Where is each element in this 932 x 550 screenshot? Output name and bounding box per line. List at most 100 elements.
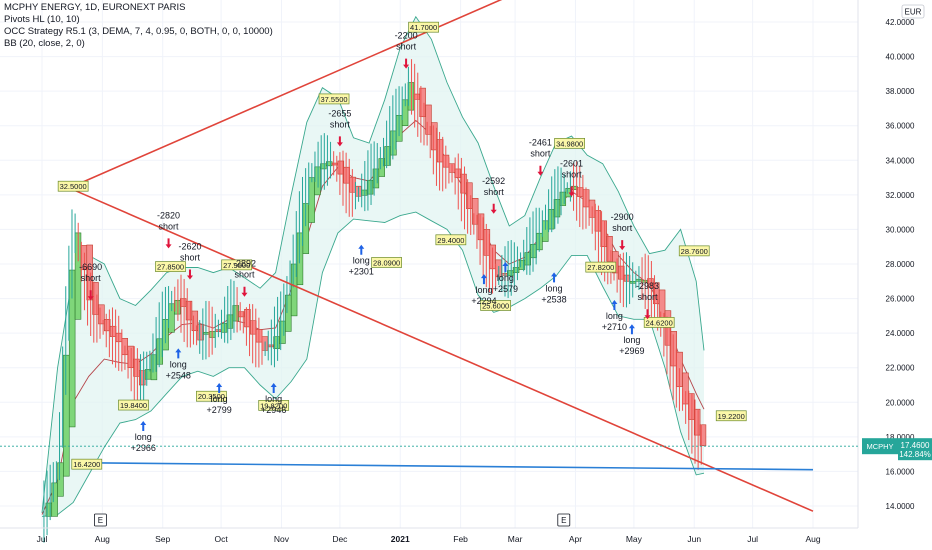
occ-cloud-down — [419, 87, 426, 118]
arrow-down-icon — [644, 309, 651, 320]
signal-pnl: -2461 — [529, 138, 552, 148]
pivot-label: 29.4000 — [435, 234, 467, 246]
occ-cloud-down — [86, 244, 93, 301]
legend-pivots[interactable]: Pivots HL (10, 10) — [4, 14, 80, 25]
pivot-label-box — [57, 180, 89, 192]
arrow-down-icon — [537, 165, 544, 176]
currency-box[interactable] — [901, 4, 925, 19]
occ-cloud-up — [384, 146, 391, 166]
pivot-label: 25.6000 — [480, 300, 511, 311]
occ-cloud-up — [226, 314, 234, 329]
pivot-label: 34.9800 — [554, 137, 585, 149]
occ-cloud-up — [290, 263, 298, 317]
signal-side: short — [637, 292, 658, 302]
legend-occ[interactable]: OCC Strategy R5.1 (3, DEMA, 7, 4, 0.95, … — [4, 26, 273, 37]
signal-pnl: +2969 — [619, 346, 644, 356]
signal-pnl: +2799 — [207, 405, 232, 415]
signal-side: long — [623, 335, 640, 345]
signal-side: short — [530, 149, 551, 159]
pivot-label-text: 19.2200 — [718, 412, 745, 421]
legend-bb[interactable]: BB (20, close, 2, 0) — [4, 38, 85, 49]
legend-symbol[interactable]: MCPHY ENERGY, 1D, EURONEXT PARIS — [4, 2, 186, 13]
signal-pnl: +2966 — [131, 443, 156, 453]
bb-lower-line — [41, 211, 705, 517]
trade-signal-long: long+2969 — [619, 324, 645, 356]
signal-side: short — [180, 252, 201, 262]
trendline-falling-resistance[interactable] — [72, 188, 814, 512]
signal-side: long — [265, 394, 282, 404]
price-axis[interactable]: 14.0000 16.0000 18.0000 20.0000 22.0000 24.00… — [857, 0, 915, 528]
signal-pnl: -2900 — [611, 212, 634, 222]
earnings-marker[interactable] — [557, 513, 571, 527]
signal-pnl: -2620 — [178, 241, 201, 251]
arrow-down-icon — [165, 238, 172, 249]
arrow-down-icon — [490, 203, 497, 214]
signal-side: short — [234, 270, 255, 280]
pivot-label-text: 27.8200 — [587, 263, 614, 272]
signal-side: long — [353, 256, 370, 266]
arrow-down-icon — [241, 286, 248, 297]
time-axis[interactable]: Jul Aug Sep Oct Nov Dec 2021 Feb Mar Apr May Jun Jul… — [0, 513, 858, 544]
occ-cloud-down — [431, 122, 438, 151]
signal-side: short — [81, 273, 102, 283]
signal-side: long — [211, 394, 228, 404]
occ-cloud-up — [512, 267, 520, 273]
signal-pnl: +2294 — [471, 296, 496, 306]
occ-cloud-up — [296, 232, 304, 286]
earnings-marker[interactable] — [94, 513, 107, 527]
pivot-label-box — [258, 400, 290, 411]
signal-pnl: +2946 — [261, 405, 286, 415]
y-tick-label: 38.0000 — [886, 87, 915, 96]
pivot-label-text: 28.0900 — [373, 258, 400, 267]
y-tick-label: 26.0000 — [886, 295, 915, 304]
signal-pnl: -2820 — [157, 210, 180, 220]
currency-label[interactable]: EUR — [901, 4, 925, 19]
y-tick-label: 34.0000 — [886, 156, 915, 165]
signal-pnl: -2655 — [328, 108, 351, 118]
pivot-label-box — [118, 399, 149, 411]
pivot-label-text: 27.8500 — [157, 263, 184, 272]
occ-cloud-up — [372, 168, 380, 189]
occ-cloud-down — [92, 282, 99, 315]
pivot-label-text: 28.7600 — [681, 247, 708, 256]
x-tick-label: Dec — [332, 534, 348, 544]
signal-side: long — [135, 432, 152, 442]
arrow-up-icon — [502, 262, 509, 272]
arrow-down-icon — [186, 269, 193, 280]
occ-cloud-up — [63, 354, 70, 477]
occ-cloud-down — [104, 319, 111, 332]
y-tick-label: 32.0000 — [886, 191, 915, 200]
x-tick-label: Feb — [453, 534, 468, 544]
candles — [43, 59, 702, 543]
x-tick-label: Nov — [274, 534, 290, 544]
x-tick-label: Jul — [37, 534, 48, 544]
occ-cloud-up — [51, 482, 58, 517]
pivot-label: 19.2200 — [715, 410, 747, 422]
y-tick-label: 18.0000 — [886, 433, 915, 442]
y-tick-label: 42.0000 — [886, 18, 915, 27]
y-tick-label: 40.0000 — [886, 53, 915, 62]
signal-pnl: +2301 — [349, 267, 374, 277]
y-tick-label: 14.0000 — [886, 502, 915, 511]
signal-pnl: -2892 — [233, 259, 256, 269]
symbol-badge — [862, 438, 898, 455]
trade-signal-long: long+2710 — [602, 300, 627, 332]
occ-cloud-down — [471, 198, 479, 225]
trendline-support[interactable] — [88, 461, 814, 471]
arrow-up-icon — [216, 383, 223, 393]
pivot-label-text: 20.3500 — [198, 392, 225, 401]
signal-side: long — [475, 285, 492, 295]
arrow-down-icon — [568, 186, 575, 197]
signal-pnl: -6690 — [79, 262, 102, 272]
pivot-label-box — [554, 137, 585, 149]
legend: MCPHY ENERGY, 1D, EURONEXT PARIS Pivots … — [4, 2, 273, 50]
arrow-up-icon — [611, 300, 618, 311]
